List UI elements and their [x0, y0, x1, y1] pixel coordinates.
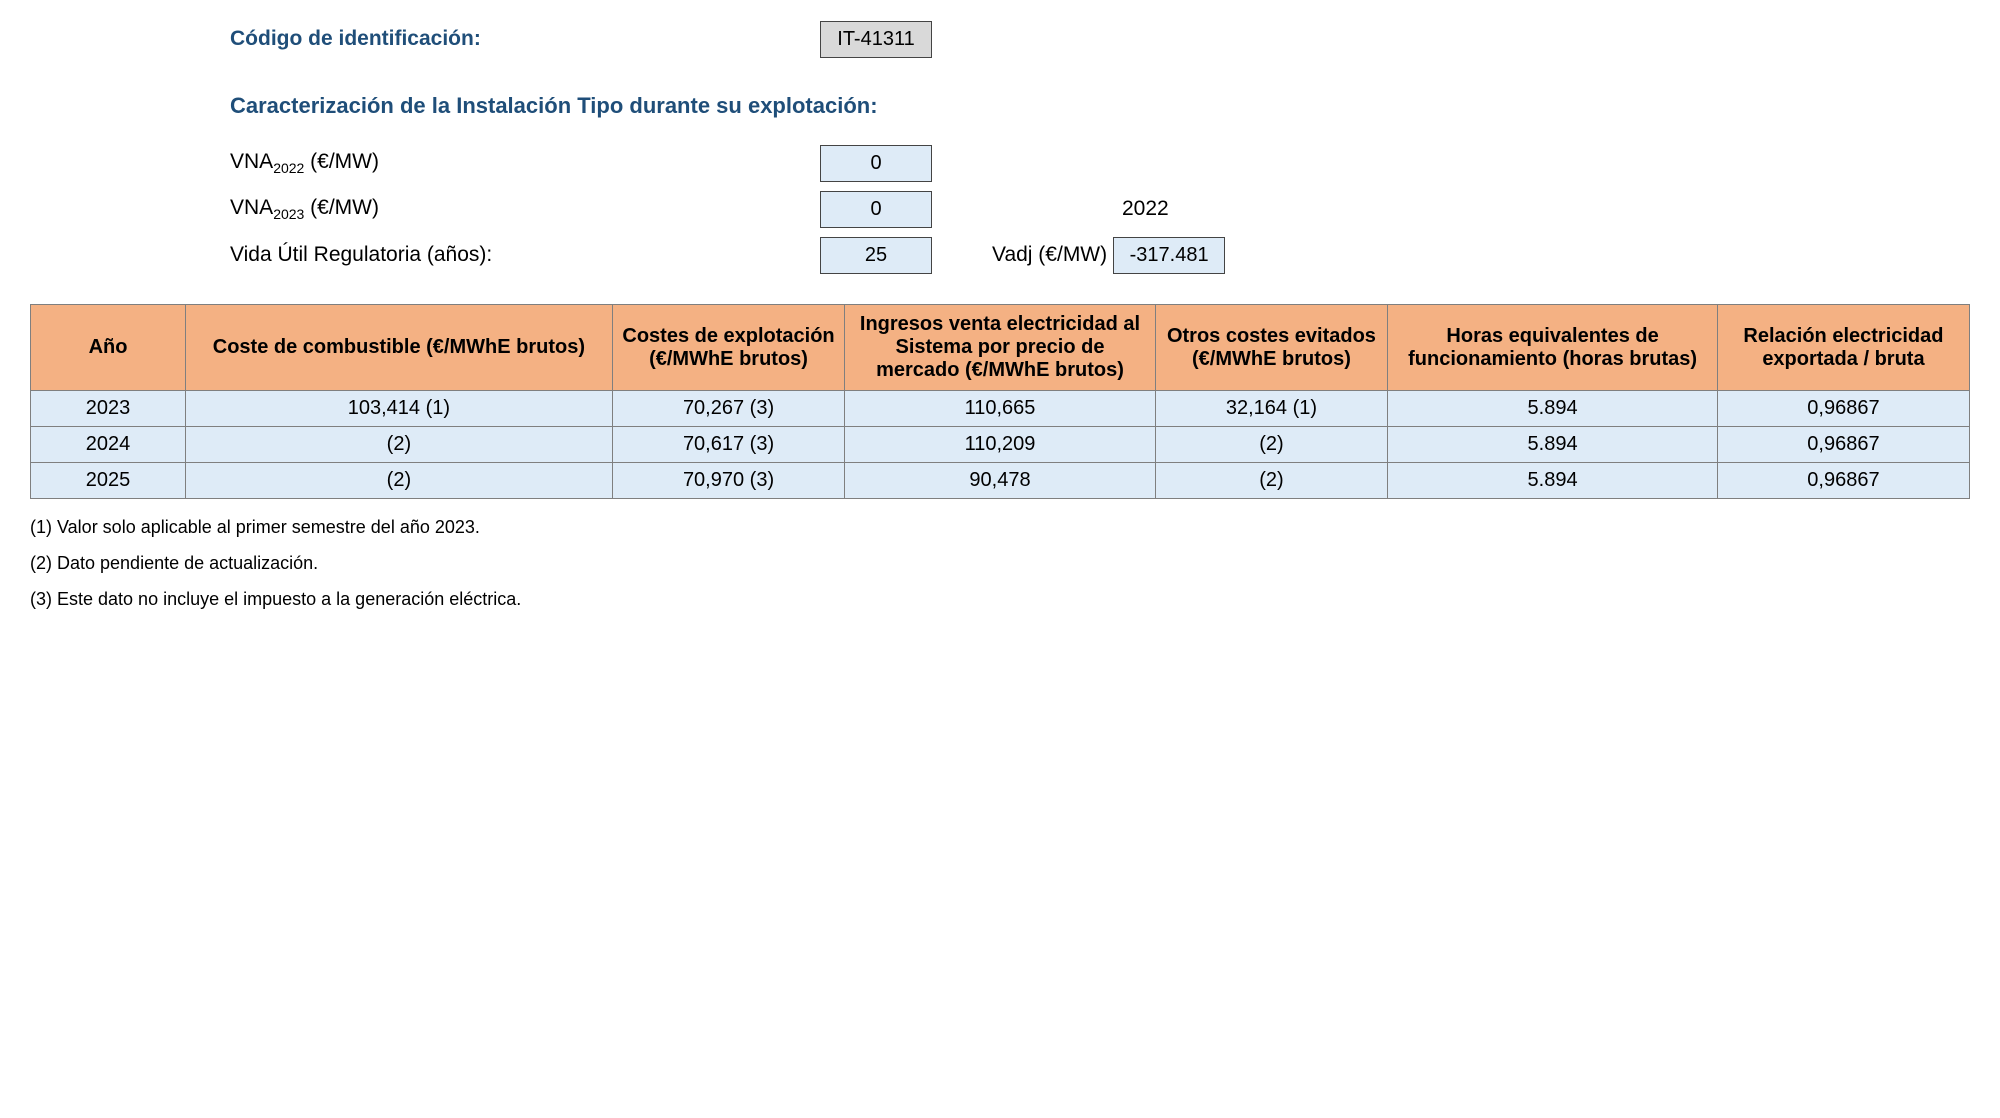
table-cell: (2): [186, 427, 613, 463]
table-row: 2023103,414 (1)70,267 (3)110,66532,164 (…: [31, 391, 1970, 427]
table-cell: 2024: [31, 427, 186, 463]
table-row: 2024(2)70,617 (3)110,209(2)5.8940,96867: [31, 427, 1970, 463]
caracterizacion-title: Caracterización de la Instalación Tipo d…: [230, 93, 1970, 119]
table-header: Horas equivalentes de funcionamiento (ho…: [1388, 305, 1718, 391]
data-table: AñoCoste de combustible (€/MWhE brutos)C…: [30, 304, 1970, 499]
footnotes-block: (1) Valor solo aplicable al primer semes…: [30, 509, 1970, 617]
vna2023-value-box: 0: [820, 191, 932, 228]
vida-util-value-box: 25: [820, 237, 932, 274]
table-cell: 5.894: [1388, 391, 1718, 427]
table-cell: 70,267 (3): [612, 391, 845, 427]
table-header: Relación electricidad exportada / bruta: [1717, 305, 1969, 391]
table-cell: 0,96867: [1717, 427, 1969, 463]
table-header: Coste de combustible (€/MWhE brutos): [186, 305, 613, 391]
table-row: 2025(2)70,970 (3)90,478(2)5.8940,96867: [31, 463, 1970, 499]
table-header: Otros costes evitados (€/MWhE brutos): [1155, 305, 1388, 391]
table-cell: (2): [186, 463, 613, 499]
table-cell: 2023: [31, 391, 186, 427]
codigo-value-box: IT-41311: [820, 21, 932, 58]
vadj-label: Vadj (€/MW): [992, 243, 1107, 267]
table-cell: 32,164 (1): [1155, 391, 1388, 427]
table-cell: 90,478: [845, 463, 1155, 499]
footnote: (2) Dato pendiente de actualización.: [30, 545, 1970, 581]
table-cell: 0,96867: [1717, 391, 1969, 427]
table-cell: 0,96867: [1717, 463, 1969, 499]
table-header: Costes de explotación (€/MWhE brutos): [612, 305, 845, 391]
vna2023-label: VNA2023 (€/MW): [230, 196, 820, 222]
table-cell: (2): [1155, 427, 1388, 463]
footnote: (3) Este dato no incluye el impuesto a l…: [30, 581, 1970, 617]
table-cell: 70,970 (3): [612, 463, 845, 499]
table-header: Ingresos venta electricidad al Sistema p…: [845, 305, 1155, 391]
vna2022-label: VNA2022 (€/MW): [230, 150, 820, 176]
vadj-value-box: -317.481: [1113, 237, 1225, 274]
year-ref: 2022: [1122, 197, 1169, 221]
table-cell: (2): [1155, 463, 1388, 499]
table-cell: 103,414 (1): [186, 391, 613, 427]
table-cell: 2025: [31, 463, 186, 499]
table-cell: 110,209: [845, 427, 1155, 463]
vida-util-label: Vida Útil Regulatoria (años):: [230, 243, 820, 267]
table-cell: 70,617 (3): [612, 427, 845, 463]
table-cell: 110,665: [845, 391, 1155, 427]
codigo-label: Código de identificación:: [230, 27, 820, 51]
table-cell: 5.894: [1388, 463, 1718, 499]
table-cell: 5.894: [1388, 427, 1718, 463]
vna2022-value-box: 0: [820, 145, 932, 182]
table-header: Año: [31, 305, 186, 391]
footnote: (1) Valor solo aplicable al primer semes…: [30, 509, 1970, 545]
